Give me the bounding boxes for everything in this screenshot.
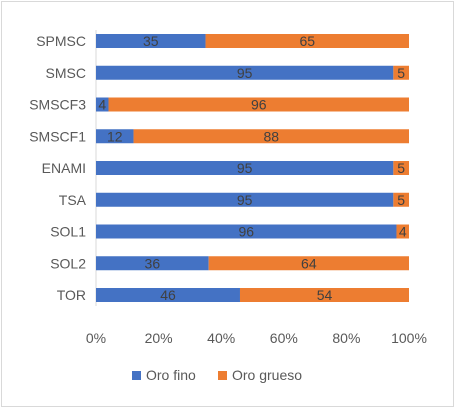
legend-swatch-oro-fino <box>132 371 141 380</box>
data-label-smscf3-oro-grueso: 96 <box>251 97 267 113</box>
data-label-spmsc-oro-fino: 35 <box>143 33 159 49</box>
bar-sol2-oro-fino <box>96 256 209 271</box>
data-label-sol2-oro-grueso: 64 <box>301 255 317 271</box>
category-label-sol1: SOL1 <box>50 224 86 240</box>
bar-tsa-oro-fino <box>96 192 394 207</box>
data-label-enami-oro-grueso: 5 <box>397 160 405 176</box>
data-label-smscf1-oro-fino: 12 <box>107 128 123 144</box>
data-label-tsa-oro-grueso: 5 <box>397 192 405 208</box>
data-label-sol1-oro-grueso: 4 <box>399 224 407 240</box>
bar-sol2-oro-grueso <box>208 256 409 271</box>
data-label-smsc-oro-grueso: 5 <box>397 65 405 81</box>
data-label-tsa-oro-fino: 95 <box>237 192 253 208</box>
bar-smsc-oro-grueso <box>393 65 409 80</box>
category-label-smsc: SMSC <box>46 65 86 81</box>
category-label-tsa: TSA <box>59 192 87 208</box>
bar-smscf1-oro-fino <box>96 129 134 144</box>
x-tick-label-3: 60% <box>270 330 298 346</box>
data-label-sol1-oro-fino: 96 <box>238 224 254 240</box>
x-tick-label-1: 20% <box>145 330 173 346</box>
data-label-sol2-oro-fino: 36 <box>145 255 161 271</box>
bar-enami-oro-grueso <box>393 161 409 175</box>
bar-smscf3-oro-grueso <box>108 97 410 112</box>
x-tick-label-5: 100% <box>391 330 427 346</box>
category-label-smscf1: SMSCF1 <box>29 128 86 144</box>
data-label-smscf3-oro-fino: 4 <box>98 97 106 113</box>
bar-sol1-oro-fino <box>96 224 397 239</box>
bar-tsa-oro-grueso <box>393 192 409 207</box>
x-tick-label-4: 80% <box>332 330 360 346</box>
category-label-smscf3: SMSCF3 <box>29 97 86 113</box>
data-label-tor-oro-grueso: 54 <box>317 287 333 303</box>
x-tick-label-2: 40% <box>207 330 235 346</box>
data-label-spmsc-oro-grueso: 65 <box>299 33 315 49</box>
data-label-smscf1-oro-grueso: 88 <box>263 128 279 144</box>
legend-label-oro-grueso: Oro grueso <box>232 367 302 383</box>
bar-tor-oro-grueso <box>239 288 409 302</box>
category-label-spmsc: SPMSC <box>36 33 86 49</box>
bar-spmsc-oro-grueso <box>205 34 409 48</box>
legend-label-oro-fino: Oro fino <box>146 367 196 383</box>
bar-spmsc-oro-fino <box>96 34 206 48</box>
x-tick-label-0: 0% <box>86 330 106 346</box>
legend-swatch-oro-grueso <box>218 371 227 380</box>
bar-smscf1-oro-grueso <box>133 129 409 144</box>
bar-enami-oro-fino <box>96 161 394 175</box>
category-label-enami: ENAMI <box>42 160 86 176</box>
category-label-sol2: SOL2 <box>50 255 86 271</box>
bar-tor-oro-fino <box>96 288 240 302</box>
bar-smsc-oro-fino <box>96 65 394 80</box>
category-label-tor: TOR <box>57 287 86 303</box>
bar-smscf3-oro-fino <box>96 97 109 112</box>
data-label-smsc-oro-fino: 95 <box>237 65 253 81</box>
data-label-enami-oro-fino: 95 <box>237 160 253 176</box>
bar-sol1-oro-grueso <box>396 224 409 239</box>
data-label-tor-oro-fino: 46 <box>160 287 176 303</box>
